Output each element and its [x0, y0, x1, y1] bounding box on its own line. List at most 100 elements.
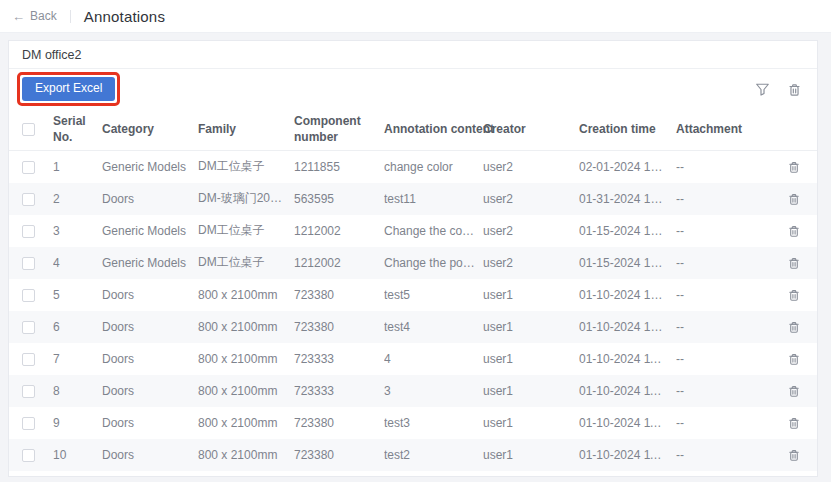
cell-component-number: 563595	[294, 183, 384, 215]
table-header-row: Serial No. Category Family Component num…	[9, 109, 817, 151]
annotations-panel: DM office2 Export Excel	[8, 40, 818, 477]
cell-family: DM-玻璃门2000x...	[198, 183, 294, 215]
back-button[interactable]: ← Back	[12, 9, 57, 23]
cell-attachment: --	[676, 439, 769, 471]
row-checkbox[interactable]	[22, 161, 35, 174]
cell-category: Generic Models	[102, 247, 198, 279]
cell-creation-time: 01-10-2024 11:53	[579, 439, 676, 471]
cell-family: 800 x 2100mm	[198, 343, 294, 375]
arrow-left-icon: ←	[12, 10, 25, 23]
cell-creation-time: 01-10-2024 12:02	[579, 311, 676, 343]
cell-creation-time: 01-15-2024 14:53	[579, 215, 676, 247]
column-header-attachment: Attachment	[676, 109, 769, 151]
cell-creation-time: 01-15-2024 14:52	[579, 247, 676, 279]
cell-category: Generic Models	[102, 215, 198, 247]
delete-row-icon[interactable]	[785, 254, 803, 272]
table-row: 8 Doors 800 x 2100mm 723333 3 user1 01-1…	[9, 375, 817, 407]
cell-annotation-content: test4	[384, 311, 483, 343]
cell-annotation-content: test11	[384, 183, 483, 215]
cell-category: Doors	[102, 439, 198, 471]
cell-annotation-content: test5	[384, 279, 483, 311]
row-checkbox[interactable]	[22, 225, 35, 238]
cell-serial-no: 3	[53, 215, 102, 247]
delete-row-icon[interactable]	[785, 286, 803, 304]
cell-component-number: 1212002	[294, 215, 384, 247]
project-name-row: DM office2	[9, 41, 817, 69]
select-all-checkbox[interactable]	[22, 123, 35, 136]
column-header-annotation-content: Annotation content	[384, 109, 483, 151]
cell-serial-no: 4	[53, 247, 102, 279]
cell-attachment: --	[676, 343, 769, 375]
column-header-creator: Creator	[483, 109, 579, 151]
row-checkbox[interactable]	[22, 449, 35, 462]
cell-creation-time: 01-10-2024 11:54	[579, 407, 676, 439]
cell-annotation-content: test2	[384, 439, 483, 471]
cell-attachment: --	[676, 183, 769, 215]
delete-row-icon[interactable]	[785, 190, 803, 208]
cell-component-number: 723333	[294, 343, 384, 375]
table-row: 7 Doors 800 x 2100mm 723333 4 user1 01-1…	[9, 343, 817, 375]
export-excel-button[interactable]: Export Excel	[22, 77, 115, 100]
row-checkbox[interactable]	[22, 353, 35, 366]
table-row: 9 Doors 800 x 2100mm 723380 test3 user1 …	[9, 407, 817, 439]
table-row: 10 Doors 800 x 2100mm 723380 test2 user1…	[9, 439, 817, 471]
table-row: 3 Generic Models DM工位桌子 1212002 Change t…	[9, 215, 817, 247]
cell-family: DM工位桌子	[198, 215, 294, 247]
cell-creator: user1	[483, 343, 579, 375]
cell-attachment: --	[676, 151, 769, 183]
column-header-creation-time: Creation time	[579, 109, 676, 151]
cell-category: Doors	[102, 279, 198, 311]
cell-component-number: 723380	[294, 311, 384, 343]
toolbar: Export Excel	[9, 69, 817, 109]
row-checkbox[interactable]	[22, 193, 35, 206]
delete-row-icon[interactable]	[785, 350, 803, 368]
row-checkbox[interactable]	[22, 289, 35, 302]
cell-family: DM工位桌子	[198, 151, 294, 183]
cell-family: 800 x 2100mm	[198, 439, 294, 471]
cell-serial-no: 7	[53, 343, 102, 375]
delete-row-icon[interactable]	[785, 222, 803, 240]
annotations-table: Serial No. Category Family Component num…	[9, 109, 817, 471]
cell-family: 800 x 2100mm	[198, 279, 294, 311]
cell-family: 800 x 2100mm	[198, 375, 294, 407]
filter-icon[interactable]	[752, 79, 772, 99]
delete-row-icon[interactable]	[785, 158, 803, 176]
cell-attachment: --	[676, 215, 769, 247]
cell-component-number: 723380	[294, 407, 384, 439]
row-checkbox[interactable]	[22, 417, 35, 430]
cell-attachment: --	[676, 407, 769, 439]
delete-row-icon[interactable]	[785, 414, 803, 432]
cell-annotation-content: Change the color	[384, 215, 483, 247]
cell-creation-time: 01-10-2024 12:03	[579, 279, 676, 311]
delete-all-icon[interactable]	[784, 79, 804, 99]
cell-creator: user2	[483, 247, 579, 279]
delete-row-icon[interactable]	[785, 446, 803, 464]
row-checkbox[interactable]	[22, 257, 35, 270]
cell-category: Doors	[102, 183, 198, 215]
delete-row-icon[interactable]	[785, 318, 803, 336]
cell-creator: user2	[483, 151, 579, 183]
row-checkbox[interactable]	[22, 321, 35, 334]
cell-creator: user2	[483, 183, 579, 215]
cell-component-number: 1212002	[294, 247, 384, 279]
cell-attachment: --	[676, 375, 769, 407]
row-checkbox[interactable]	[22, 385, 35, 398]
cell-creator: user1	[483, 311, 579, 343]
cell-creator: user2	[483, 215, 579, 247]
cell-creator: user1	[483, 279, 579, 311]
cell-serial-no: 8	[53, 375, 102, 407]
cell-creator: user1	[483, 407, 579, 439]
cell-category: Doors	[102, 311, 198, 343]
cell-creation-time: 01-31-2024 14:38	[579, 183, 676, 215]
cell-creation-time: 02-01-2024 15:30	[579, 151, 676, 183]
column-header-family: Family	[198, 109, 294, 151]
column-header-serial-no: Serial No.	[53, 109, 102, 151]
divider	[70, 10, 71, 23]
cell-creator: user1	[483, 439, 579, 471]
table-body: 1 Generic Models DM工位桌子 1211855 change c…	[9, 151, 817, 471]
delete-row-icon[interactable]	[785, 382, 803, 400]
cell-category: Doors	[102, 407, 198, 439]
cell-serial-no: 5	[53, 279, 102, 311]
cell-annotation-content: change color	[384, 151, 483, 183]
cell-annotation-content: Change the position	[384, 247, 483, 279]
